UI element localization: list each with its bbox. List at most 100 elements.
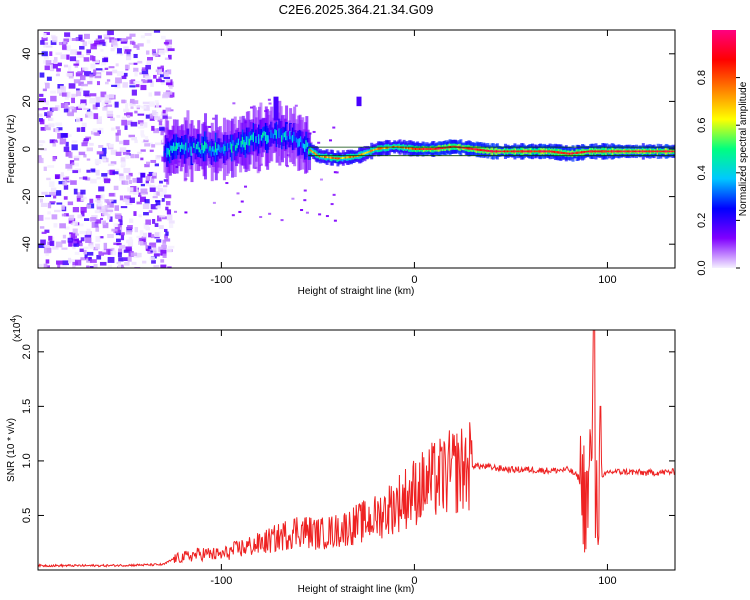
spectrogram-noise-cell: [84, 234, 92, 238]
spectrogram-noise-cell: [67, 45, 71, 52]
spectrogram-noise-cell: [57, 132, 64, 139]
spectrogram-noise-cell: [154, 100, 159, 104]
spectrogram-noise-cell: [133, 44, 140, 49]
spectrogram-noise-cell: [91, 222, 99, 228]
spectrogram-ridge-core: [364, 152, 368, 155]
spectrogram-noise-cell: [86, 49, 92, 54]
spectrogram-sparse-cell: [303, 199, 307, 202]
spectrogram-noise-cell: [90, 168, 96, 171]
spectrogram-ridge-core: [616, 150, 619, 153]
spectrogram-ridge-core: [287, 136, 291, 142]
spectrogram-ridge-core: [216, 148, 219, 155]
spectrogram-noise-cell: [144, 199, 150, 204]
spectrogram-ridge-core: [649, 150, 653, 153]
spectrogram-noise-cell: [108, 95, 115, 99]
spectrogram-noise-cell: [141, 79, 148, 82]
spectrogram-noise-cell: [82, 41, 88, 47]
spectrogram-noise-cell: [129, 98, 135, 104]
spectrogram-ridge-core: [497, 150, 500, 153]
spectrogram-ridge-core: [356, 155, 360, 157]
spectrogram-ridge-core: [563, 152, 566, 155]
spectrogram-noise-cell: [103, 248, 111, 255]
spectrogram-noise-cell: [59, 92, 64, 96]
spectrogram-ridge-core: [501, 150, 504, 153]
spectrogram-noise-cell: [89, 259, 97, 263]
snr-frame: [37, 329, 676, 571]
spectrogram-noise-cell: [104, 36, 111, 40]
spectrogram-noise-cell: [72, 221, 78, 227]
spectrogram-noise-cell: [52, 36, 58, 43]
spectrogram-ridge-core: [543, 150, 546, 153]
spectrogram-noise-cell: [104, 67, 109, 70]
spectrogram-noise-cell: [131, 136, 137, 141]
spectrogram-noise-cell: [154, 91, 161, 96]
spectrogram-noise-cell: [160, 249, 167, 256]
spectrogram-noise-cell: [164, 79, 171, 83]
spectrogram-ridge-core: [351, 155, 354, 158]
spectrogram-noise-cell: [162, 109, 166, 114]
spectrogram-noise-cell: [56, 88, 61, 94]
spectrogram-ridge-core: [612, 150, 615, 153]
spectrogram-noise-cell: [95, 236, 101, 242]
spectrogram-noise-cell: [78, 34, 83, 40]
spectrogram-noise-cell: [71, 106, 77, 113]
spectrogram-noise-cell: [75, 51, 82, 55]
spectrogram-noise-cell: [38, 140, 45, 144]
spectrogram-noise-cell: [123, 139, 130, 146]
spectrogram-ridge-core: [568, 152, 572, 155]
spectrogram-ridge-core: [648, 150, 652, 153]
spectrogram-ridge-core: [512, 150, 515, 153]
spectrogram-noise-cell: [150, 234, 155, 239]
spectrogram-noise-cell: [77, 54, 85, 58]
spectrogram-ridge-core: [664, 150, 668, 153]
spectrogram-ridge-core: [464, 147, 468, 150]
spectrogram-noise-cell: [116, 261, 121, 265]
spectrogram-noise-cell: [115, 63, 119, 67]
spectrogram-noise-cell: [83, 246, 89, 250]
spectrogram-noise-cell: [123, 195, 131, 201]
spectrogram-noise-cell: [168, 86, 173, 89]
spectrogram-noise-cell: [144, 143, 151, 147]
colorbar-gradient: [712, 30, 736, 268]
spectrogram-ridge-core: [555, 150, 558, 154]
spectrogram-noise-cell: [106, 199, 114, 202]
spectrogram-noise-cell: [123, 72, 128, 77]
spectrogram-noise-cell: [139, 72, 143, 75]
figure-title: C2E6.2025.364.21.34.G09: [279, 2, 434, 17]
spectrogram-noise-cell: [137, 60, 143, 64]
spectrogram-ridge-core: [486, 149, 489, 152]
spectrogram-noise-cell: [40, 202, 48, 207]
spectrogram-ridge-core: [245, 136, 249, 145]
spectrogram-noise-cell: [52, 142, 57, 147]
spectrogram-ridge-core: [348, 156, 352, 159]
spectrogram-ridge-core: [409, 147, 412, 150]
spectrogram-noise-cell: [168, 92, 175, 98]
spectrogram-noise-cell: [47, 165, 55, 168]
spectrogram-noise-cell: [158, 246, 164, 252]
spectrogram-noise-cell: [120, 206, 128, 209]
spectrogram-ridge-core: [571, 152, 575, 155]
spectrogram-noise-cell: [123, 112, 130, 116]
spectrogram-ridge-core: [271, 132, 275, 139]
spectrogram-noise-cell: [89, 116, 96, 119]
spectrogram-ridge-core: [621, 150, 625, 153]
spectrogram-noise-cell: [122, 82, 128, 88]
spectrogram-noise-cell: [119, 147, 127, 153]
spectrogram-noise-cell: [125, 54, 132, 61]
spectrogram-noise-cell: [167, 245, 175, 249]
spectrogram-noise-cell: [132, 177, 137, 183]
spectrogram-sparse-cell: [259, 216, 263, 219]
spectrogram-ridge-core: [599, 150, 603, 153]
spectrogram-ridge-core: [394, 145, 398, 148]
spectrogram-noise-cell: [86, 169, 91, 173]
spectrogram-ridge-core: [186, 138, 189, 149]
spectrogram-ridge-core: [468, 147, 472, 150]
spectrogram-ridge-core: [374, 148, 377, 151]
spectrogram-noise-cell: [55, 241, 63, 248]
spectrogram-noise-cell: [142, 203, 150, 209]
spectrogram-noise-cell: [61, 247, 68, 250]
spectrogram-ridge-core: [553, 150, 557, 154]
spectrogram-noise-cell: [100, 49, 104, 52]
spectrogram-ridge-core: [412, 147, 415, 150]
spectrogram-noise-cell: [43, 53, 49, 60]
